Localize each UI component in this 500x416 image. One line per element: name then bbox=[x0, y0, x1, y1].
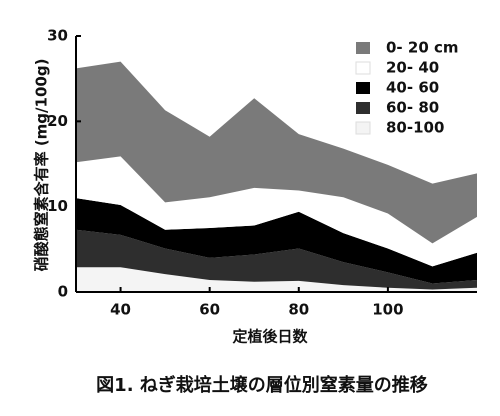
y-tick-label: 10 bbox=[47, 197, 68, 215]
legend-label: 0- 20 cm bbox=[386, 39, 459, 57]
x-tick-label: 80 bbox=[288, 301, 309, 319]
legend-label: 40- 60 bbox=[386, 79, 439, 97]
caption: 図1. ねぎ栽培土壌の層位別窒素量の推移 bbox=[96, 374, 428, 396]
area bbox=[76, 229, 477, 290]
y-axis-label: 硝酸態窒素含有率 (mg/100g) bbox=[33, 59, 51, 272]
legend-swatch bbox=[356, 102, 370, 114]
x-axis-label: 定植後日数 bbox=[232, 328, 308, 346]
legend-label: 20- 40 bbox=[386, 59, 439, 77]
x-tick-label: 100 bbox=[372, 301, 403, 319]
y-tick-label: 0 bbox=[58, 283, 68, 301]
y-tick-label: 20 bbox=[47, 112, 68, 130]
area bbox=[76, 267, 477, 292]
area bbox=[76, 198, 477, 284]
area bbox=[76, 156, 477, 267]
x-tick-label: 40 bbox=[110, 301, 131, 319]
legend-swatch bbox=[356, 82, 370, 94]
legend-label: 60- 80 bbox=[386, 99, 439, 117]
legend-swatch bbox=[356, 42, 370, 54]
legend-label: 80-100 bbox=[386, 119, 444, 137]
y-tick-label: 30 bbox=[47, 27, 68, 45]
legend-swatch bbox=[355, 121, 371, 135]
legend-swatch bbox=[355, 61, 371, 75]
x-tick-label: 60 bbox=[199, 301, 220, 319]
area bbox=[76, 61, 477, 244]
